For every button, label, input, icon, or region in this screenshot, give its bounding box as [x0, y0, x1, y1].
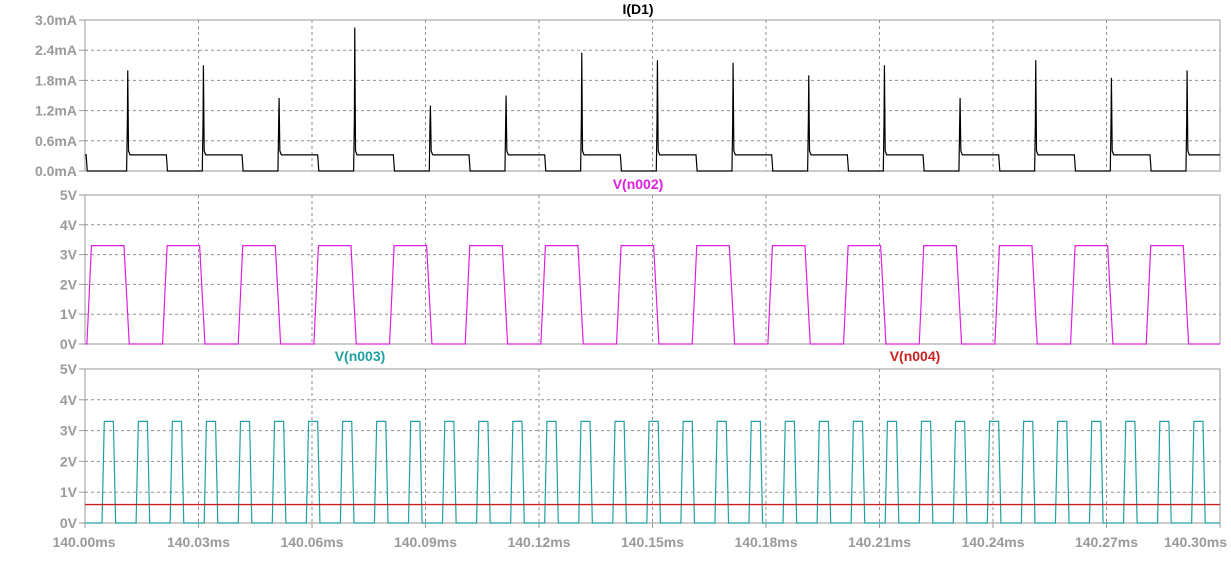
x-tick-label: 140.06ms — [280, 534, 343, 550]
panel-title: I(D1) — [622, 1, 653, 17]
y-tick-label: 2.4mA — [35, 42, 77, 58]
y-tick-label: 0.6mA — [35, 133, 77, 149]
y-tick-label: 0.0mA — [35, 163, 77, 179]
x-tick-label: 140.12ms — [507, 534, 570, 550]
panel-title: V(n002) — [613, 176, 664, 192]
x-tick-label: 140.15ms — [621, 534, 684, 550]
panel-title: V(n003) — [335, 348, 386, 364]
y-tick-label: 1.8mA — [35, 72, 77, 88]
x-tick-label: 140.00ms — [52, 534, 115, 550]
y-tick-label: 2V — [60, 276, 78, 292]
x-tick-label: 140.09ms — [394, 534, 457, 550]
y-tick-label: 3.0mA — [35, 12, 77, 28]
y-tick-label: 1V — [60, 306, 78, 322]
y-tick-label: 4V — [60, 217, 78, 233]
x-tick-label: 140.30ms — [1164, 534, 1227, 550]
series-line-v-n002 — [85, 245, 1220, 345]
y-tick-label: 4V — [60, 392, 78, 408]
x-tick-label: 140.24ms — [961, 534, 1024, 550]
y-tick-label: 5V — [60, 187, 78, 203]
y-tick-label: 3V — [60, 423, 78, 439]
x-tick-label: 140.27ms — [1075, 534, 1138, 550]
y-tick-label: 1.2mA — [35, 103, 77, 119]
x-tick-label: 140.21ms — [848, 534, 911, 550]
y-tick-label: 2V — [60, 453, 78, 469]
series-line-i-d1 — [85, 27, 1220, 172]
x-tick-label: 140.18ms — [734, 534, 797, 550]
x-tick-label: 140.03ms — [167, 534, 230, 550]
y-tick-label: 5V — [60, 361, 78, 377]
y-tick-label: 0V — [60, 515, 78, 531]
y-tick-label: 1V — [60, 484, 78, 500]
series-line-v-n003 — [85, 420, 1220, 524]
plot-frame — [84, 368, 1221, 524]
y-tick-label: 3V — [60, 247, 78, 263]
panel-title: V(n004) — [890, 348, 941, 364]
y-tick-label: 0V — [60, 336, 78, 352]
